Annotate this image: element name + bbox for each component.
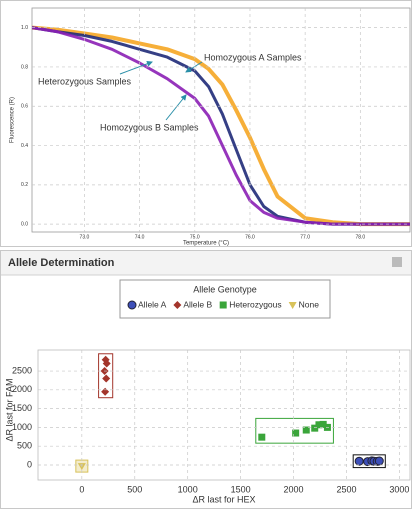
panel-header xyxy=(1,251,411,275)
point xyxy=(101,387,110,396)
scatter-plot-area xyxy=(37,349,411,481)
legend-label: None xyxy=(299,299,320,309)
legend-marker xyxy=(219,301,227,309)
x-tick-label: 1000 xyxy=(178,484,198,494)
legend-title: Allele Genotype xyxy=(193,284,257,294)
y-axis-title: Fluorescence (R) xyxy=(10,97,16,143)
x-tick-label: 73.0 xyxy=(80,234,90,240)
lines xyxy=(32,25,410,227)
x-axis-title: Temperature (°C) xyxy=(183,241,229,247)
legend-marker xyxy=(288,302,297,309)
point xyxy=(102,374,111,383)
y-axis-title: ΔR last for FAM xyxy=(4,378,14,441)
point xyxy=(374,456,384,466)
x-tick-label: 74.0 xyxy=(135,234,145,240)
y-tick-label: 500 xyxy=(17,441,32,451)
x-axis-title: ΔR last for HEX xyxy=(192,494,255,504)
cluster-box xyxy=(352,454,386,469)
point xyxy=(354,456,364,466)
x-tick-label: 75.0 xyxy=(190,234,200,240)
x-tick-label: 3000 xyxy=(389,484,409,494)
cluster-box xyxy=(98,353,114,399)
arrow xyxy=(165,94,187,121)
y-tick-label: 0.4 xyxy=(21,143,28,149)
y-tick-label: 0 xyxy=(27,459,32,469)
legend-marker xyxy=(127,300,137,310)
point xyxy=(311,424,319,432)
point xyxy=(102,359,111,368)
y-tick-label: 1.0 xyxy=(21,25,28,31)
x-tick-label: 77.0 xyxy=(300,234,310,240)
y-tick-label: 0.6 xyxy=(21,104,28,110)
point xyxy=(315,421,323,429)
legend-label: Allele B xyxy=(183,299,212,309)
melt-curve xyxy=(32,25,410,227)
cluster-box xyxy=(255,417,334,444)
annotation: Homozygous B Samples xyxy=(100,122,199,132)
legend-label: Allele A xyxy=(138,299,167,309)
x-tick-label: 2000 xyxy=(284,484,304,494)
annotation: Homozygous A Samples xyxy=(204,52,302,62)
y-tick-label: 0.2 xyxy=(21,182,28,188)
y-tick-label: 0.8 xyxy=(21,64,28,70)
x-tick-label: 76.0 xyxy=(245,234,255,240)
melt-curve xyxy=(32,26,410,226)
x-tick-label: 500 xyxy=(127,484,142,494)
panel-title: Allele Determination xyxy=(8,257,115,269)
y-tick-label: 1500 xyxy=(12,403,32,413)
point xyxy=(292,429,300,437)
plot-area xyxy=(31,7,411,233)
point xyxy=(319,420,327,428)
point xyxy=(302,426,310,434)
legend-box xyxy=(119,279,331,319)
legend-label: Heterozygous xyxy=(229,299,281,309)
x-tick-label: 0 xyxy=(79,484,84,494)
x-tick-label: 1500 xyxy=(231,484,251,494)
y-tick-label: 1000 xyxy=(12,422,32,432)
point xyxy=(258,433,266,441)
x-tick-label: 78.0 xyxy=(355,234,365,240)
y-tick-label: 0.0 xyxy=(21,221,28,227)
arrow xyxy=(119,60,153,75)
y-tick-label: 2500 xyxy=(12,365,32,375)
legend-marker xyxy=(173,301,182,309)
panel-icon[interactable] xyxy=(392,257,402,267)
y-tick-label: 2000 xyxy=(12,384,32,394)
x-tick-label: 2500 xyxy=(336,484,356,494)
